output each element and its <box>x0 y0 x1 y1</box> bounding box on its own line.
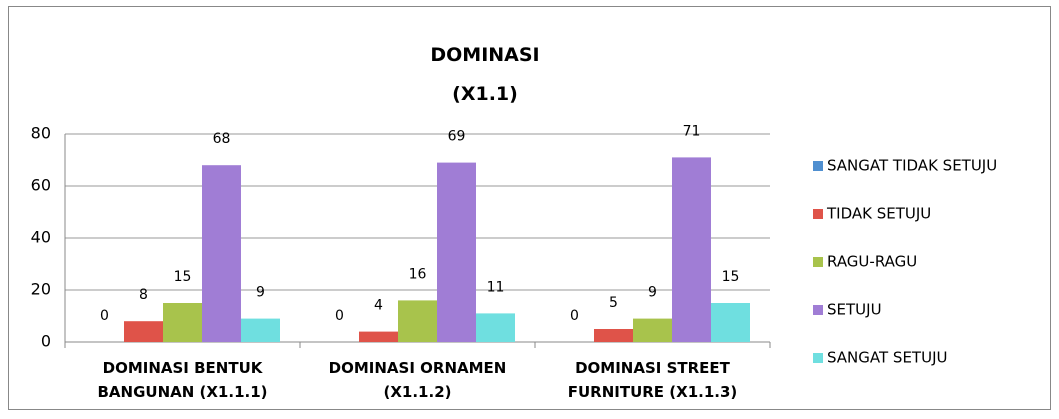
data-label: 0 <box>570 308 579 324</box>
data-label: 15 <box>722 269 740 285</box>
x-tick-label: DOMINASI STREET FURNITURE (X1.1.3) <box>567 359 738 401</box>
data-label: 9 <box>256 285 265 301</box>
legend-label: SANGAT TIDAK SETUJU <box>827 157 997 175</box>
y-tick-label: 80 <box>31 124 51 143</box>
y-tick-label: 20 <box>31 280 51 299</box>
data-label: 4 <box>374 298 383 314</box>
data-label: 68 <box>213 131 231 147</box>
y-tick-label: 60 <box>31 176 51 195</box>
legend-label: RAGU-RAGU <box>827 253 917 271</box>
data-label: 11 <box>487 279 505 295</box>
chart-title: DOMINASI (X1.1) <box>430 44 540 105</box>
bar <box>633 318 672 342</box>
legend-label: SANGAT SETUJU <box>827 349 947 367</box>
legend-swatch <box>813 305 823 315</box>
bar <box>398 300 437 342</box>
legend-label: SETUJU <box>827 301 882 319</box>
data-label: 0 <box>100 308 109 324</box>
x-tick-label: DOMINASI ORNAMEN (X1.1.2) <box>328 359 507 401</box>
bar <box>124 321 163 342</box>
y-tick-label: 0 <box>41 332 51 351</box>
data-label: 71 <box>683 123 701 139</box>
bar <box>163 303 202 342</box>
legend-swatch <box>813 161 823 171</box>
bar <box>711 303 750 342</box>
bar <box>437 162 476 342</box>
data-label: 15 <box>174 269 192 285</box>
data-label: 69 <box>448 129 466 145</box>
data-label: 8 <box>139 287 148 303</box>
data-label: 0 <box>335 308 344 324</box>
x-tick-label: DOMINASI BENTUK BANGUNAN (X1.1.1) <box>97 359 268 401</box>
bar <box>476 313 515 342</box>
legend-swatch <box>813 209 823 219</box>
data-label: 16 <box>409 266 427 282</box>
y-tick-label: 40 <box>31 228 51 247</box>
bar <box>594 329 633 342</box>
bar <box>202 165 241 342</box>
legend-swatch <box>813 353 823 363</box>
data-label: 5 <box>609 295 618 311</box>
data-label: 9 <box>648 285 657 301</box>
legend-swatch <box>813 257 823 267</box>
bar <box>241 318 280 342</box>
bar <box>359 331 398 342</box>
legend-label: TIDAK SETUJU <box>826 205 931 223</box>
bar <box>672 157 711 342</box>
